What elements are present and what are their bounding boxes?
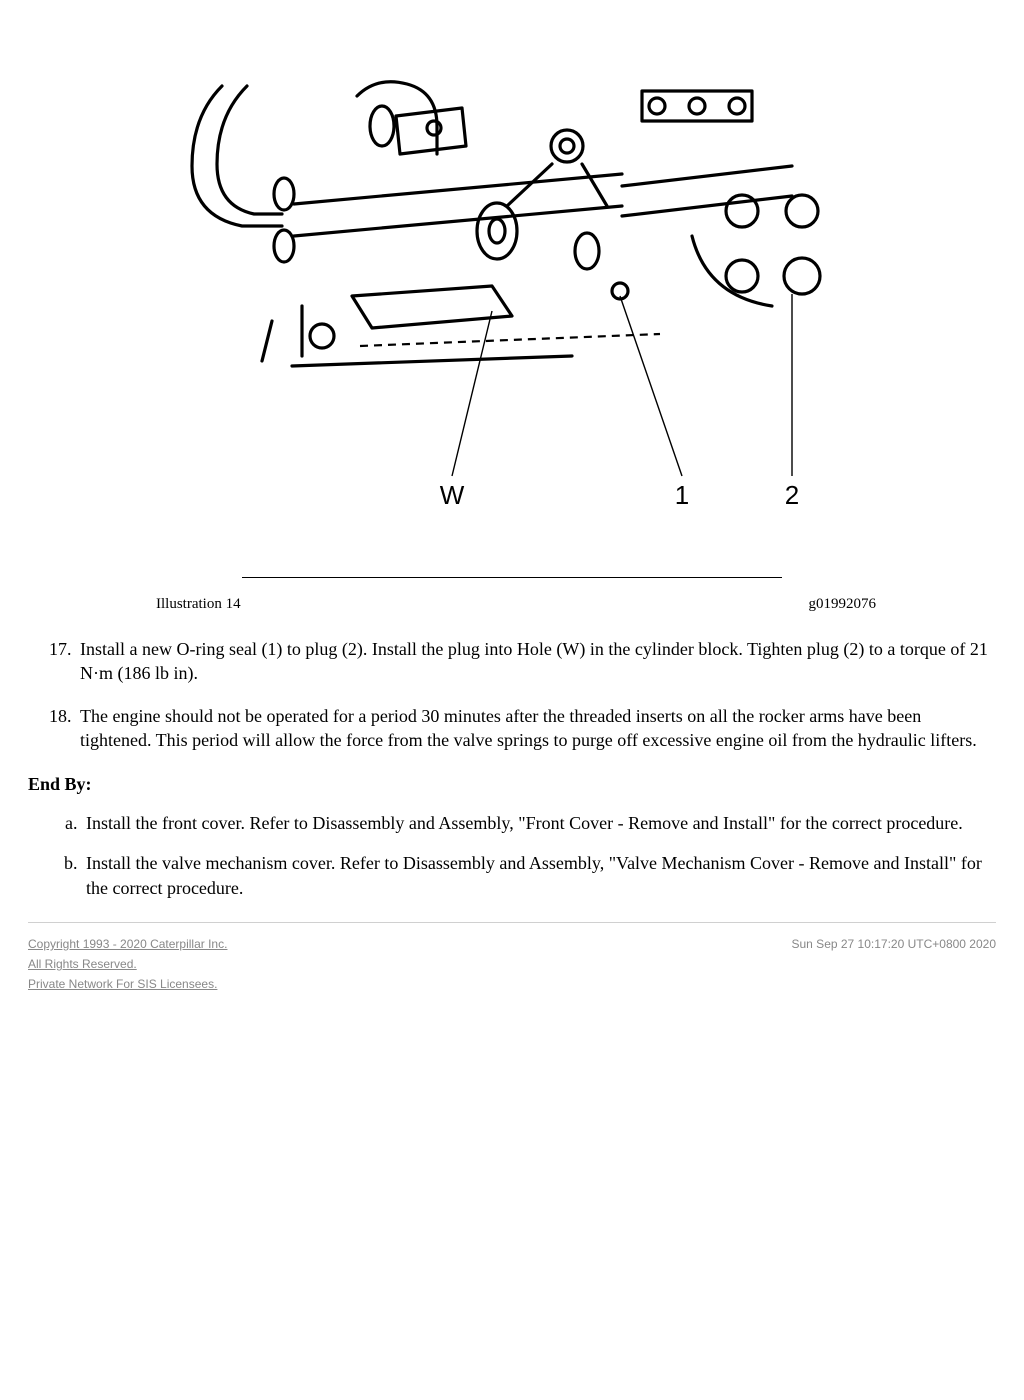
step-17: Install a new O-ring seal (1) to plug (2… [76, 637, 996, 686]
illustration-gid: g01992076 [809, 596, 877, 613]
diagram-label-w: W [440, 480, 465, 510]
page-footer: Copyright 1993 - 2020 Caterpillar Inc. A… [28, 937, 996, 997]
engine-diagram: W 1 2 [152, 56, 872, 536]
footer-rights-link[interactable]: All Rights Reserved. [28, 957, 227, 971]
step-18: The engine should not be operated for a … [76, 704, 996, 753]
illustration-number: Illustration 14 [156, 596, 241, 613]
diagram-label-1: 1 [675, 480, 689, 510]
footer-copyright-link[interactable]: Copyright 1993 - 2020 Caterpillar Inc. [28, 937, 227, 951]
end-by-heading: End By: [28, 774, 996, 795]
illustration-caption: Illustration 14 g01992076 [152, 596, 884, 613]
footer-network-link[interactable]: Private Network For SIS Licensees. [28, 977, 227, 991]
illustration-container: W 1 2 Illustration 14 g01992076 [152, 56, 872, 613]
footer-links: Copyright 1993 - 2020 Caterpillar Inc. A… [28, 937, 227, 997]
diagram-label-2: 2 [785, 480, 799, 510]
footer-separator [28, 922, 996, 923]
end-by-a: Install the front cover. Refer to Disass… [82, 811, 996, 835]
end-by-b: Install the valve mechanism cover. Refer… [82, 851, 996, 900]
footer-timestamp: Sun Sep 27 10:17:20 UTC+0800 2020 [792, 937, 997, 951]
illustration-divider [242, 577, 782, 578]
end-by-list: Install the front cover. Refer to Disass… [28, 811, 996, 900]
procedure-steps: Install a new O-ring seal (1) to plug (2… [28, 637, 996, 752]
